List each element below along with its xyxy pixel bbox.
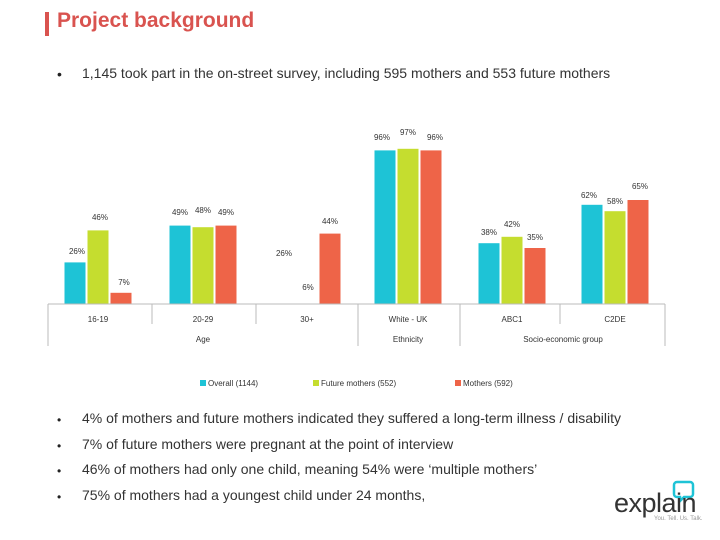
value-label: 6% <box>302 283 314 292</box>
tick-label-20-29: 20-29 <box>193 315 214 324</box>
legend-swatch <box>200 380 206 386</box>
value-label: 35% <box>527 233 543 242</box>
group-label-age: Age <box>196 335 211 344</box>
value-label: 26% <box>69 247 85 256</box>
bullet-marker: • <box>57 439 62 453</box>
value-label: 7% <box>118 278 130 287</box>
speech-bubble-icon <box>672 480 695 505</box>
page-title: Project background <box>57 9 255 32</box>
tick-label-White - UK: White - UK <box>389 315 428 324</box>
group-label-ethnicity: Ethnicity <box>393 335 423 344</box>
value-label: 49% <box>172 208 188 217</box>
value-label: 58% <box>607 197 623 206</box>
tick-label-C2DE: C2DE <box>604 315 625 324</box>
value-label: 49% <box>218 208 234 217</box>
finding-youngest-child: 75% of mothers had a youngest child unde… <box>82 487 426 503</box>
bar-20-29-Future mothers (552) <box>192 227 214 304</box>
bullet-marker: • <box>57 490 62 504</box>
legend-swatch <box>455 380 461 386</box>
finding-pregnant: 7% of future mothers were pregnant at th… <box>82 436 454 452</box>
bar-C2DE-Overall (1144) <box>581 204 603 304</box>
bar-16-19-Future mothers (552) <box>87 230 109 304</box>
value-label: 65% <box>632 182 648 191</box>
finding-illness: 4% of mothers and future mothers indicat… <box>82 410 622 426</box>
legend-label: Mothers (592) <box>463 379 513 388</box>
legend-label: Overall (1144) <box>208 379 258 388</box>
value-label: 48% <box>195 206 211 215</box>
bar-chart: 26% 46% 7% 49% 48% 49% 44% 26% 6% 96% 97% 96% 38% 42%… <box>47 128 666 388</box>
value-label: 44% <box>322 217 338 226</box>
intro-bullet-text: 1,145 took part in the on-street survey,… <box>82 65 611 81</box>
bar-C2DE-Future mothers (552) <box>604 211 626 304</box>
value-label: 42% <box>504 220 520 229</box>
value-label: 26% <box>276 249 292 258</box>
bar-ABC1-Overall (1144) <box>478 243 500 304</box>
bar-ABC1-Future mothers (552) <box>501 236 523 304</box>
bar-White - UK-Mothers (592) <box>420 150 442 304</box>
legend-swatch <box>313 380 319 386</box>
value-label: 62% <box>581 191 597 200</box>
logo-wordmark: explain <box>614 488 697 518</box>
logo-tagline: You. Tell. Us. Talk. <box>654 516 703 522</box>
bar-C2DE-Mothers (592) <box>627 200 649 304</box>
bar-White - UK-Overall (1144) <box>374 150 396 304</box>
value-label: 46% <box>92 213 108 222</box>
bar-White - UK-Future mothers (552) <box>397 148 419 304</box>
title-accent-bar <box>45 12 49 36</box>
finding-one-child: 46% of mothers had only one child, meani… <box>82 461 538 477</box>
bullet-marker: • <box>57 464 62 478</box>
value-label: 38% <box>481 228 497 237</box>
group-label-seg: Socio-economic group <box>523 335 603 344</box>
bar-16-19-Overall (1144) <box>64 262 86 304</box>
tick-label-16-19: 16-19 <box>88 315 109 324</box>
value-label: 96% <box>374 133 390 142</box>
tick-label-30+: 30+ <box>300 315 314 324</box>
bar-20-29-Overall (1144) <box>169 225 191 304</box>
legend-label: Future mothers (552) <box>321 379 396 388</box>
value-label: 96% <box>427 133 443 142</box>
tick-label-ABC1: ABC1 <box>502 315 523 324</box>
bullet-marker: • <box>57 413 62 427</box>
explain-logo: explain You. Tell. Us. Talk. <box>614 480 704 525</box>
intro-bullet-marker: • <box>57 66 62 82</box>
bar-20-29-Mothers (592) <box>215 225 237 304</box>
bar-30+-Mothers (592) <box>319 233 341 304</box>
value-label: 97% <box>400 128 416 137</box>
bar-ABC1-Mothers (592) <box>524 248 546 304</box>
bar-16-19-Mothers (592) <box>110 292 132 304</box>
